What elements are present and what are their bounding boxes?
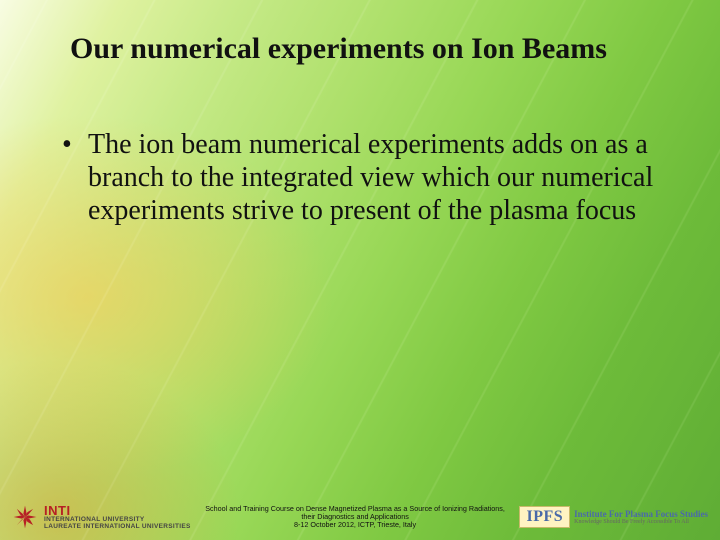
- slide-body: The ion beam numerical experiments adds …: [58, 128, 680, 227]
- slide-footer: INTI INTERNATIONAL UNIVERSITY LAUREATE I…: [0, 494, 720, 540]
- footer-citation: School and Training Course on Dense Magn…: [191, 505, 520, 530]
- citation-line-3: 8-12 October 2012, ICTP, Trieste, Italy: [197, 521, 514, 529]
- ipfs-text: Institute For Plasma Focus Studies Knowl…: [574, 510, 708, 525]
- bullet-item: The ion beam numerical experiments adds …: [58, 128, 680, 227]
- inti-text: INTI INTERNATIONAL UNIVERSITY LAUREATE I…: [44, 504, 191, 530]
- background-veins: [0, 0, 720, 540]
- inti-starburst-icon: [12, 504, 38, 530]
- ipfs-line1-label: Institute For Plasma Focus Studies: [574, 510, 708, 519]
- inti-sub2-label: LAUREATE INTERNATIONAL UNIVERSITIES: [44, 524, 191, 531]
- ipfs-line2-label: Knowledge Should Be Freely Accessible To…: [574, 519, 708, 525]
- slide-title: Our numerical experiments on Ion Beams: [70, 32, 680, 66]
- ipfs-badge: IPFS: [519, 506, 570, 528]
- slide: Our numerical experiments on Ion Beams T…: [0, 0, 720, 540]
- inti-logo: INTI INTERNATIONAL UNIVERSITY LAUREATE I…: [12, 504, 191, 530]
- ipfs-logo: IPFS Institute For Plasma Focus Studies …: [519, 506, 708, 528]
- bullet-list: The ion beam numerical experiments adds …: [58, 128, 680, 227]
